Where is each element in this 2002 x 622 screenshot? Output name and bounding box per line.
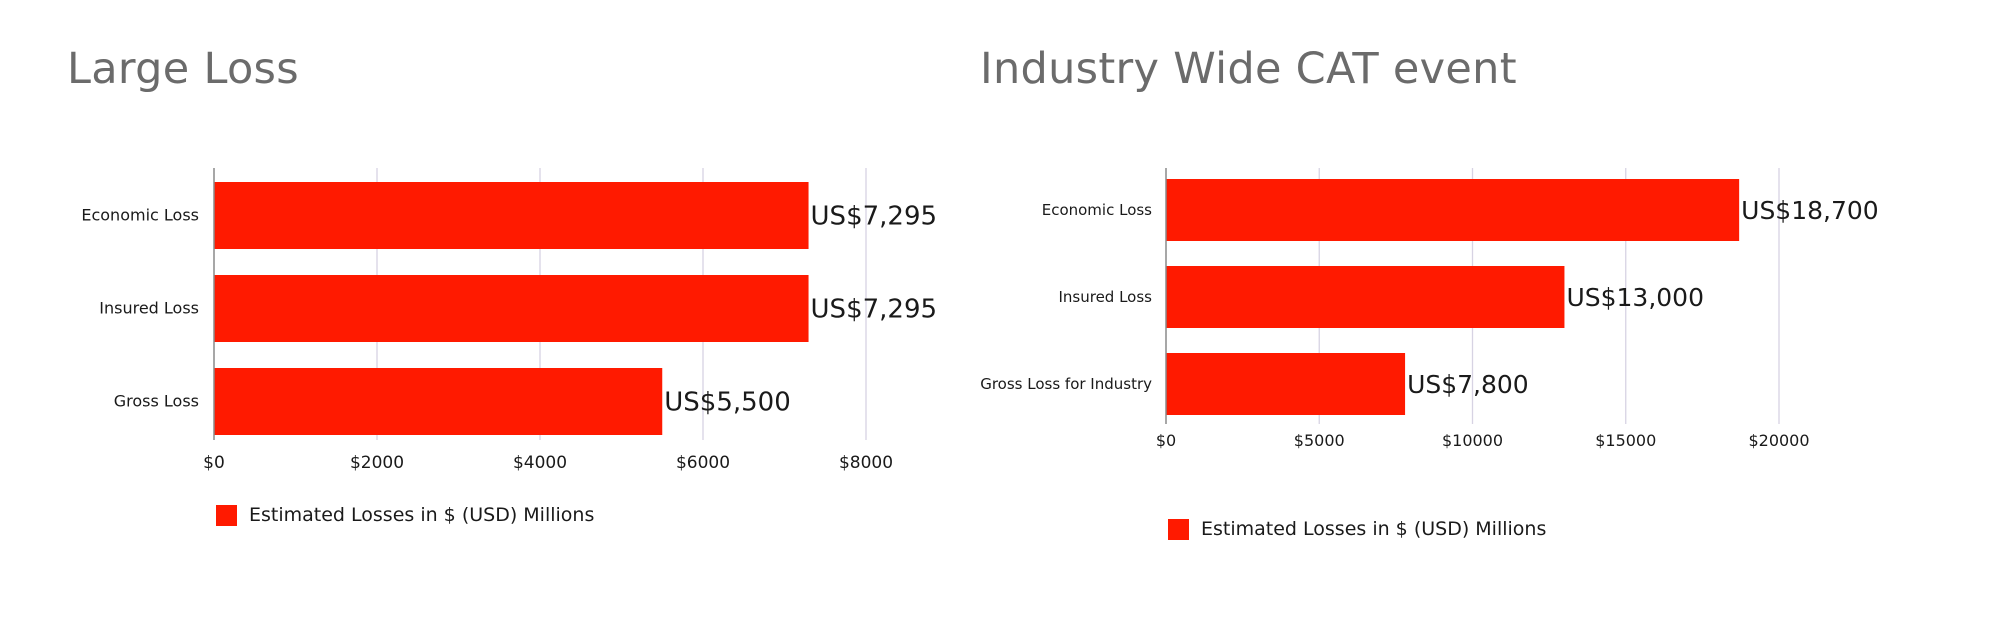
chart-panel-industry-cat: Industry Wide CAT event $0 $5000 $10000 $15… — [980, 0, 2002, 622]
bar — [214, 368, 663, 435]
legend-swatch — [1168, 518, 1189, 540]
x-tick-label: $8000 — [839, 453, 893, 473]
x-tick-label: $0 — [203, 453, 225, 473]
x-tick-label: $2000 — [350, 453, 404, 473]
x-tick-label: $0 — [1156, 431, 1176, 450]
data-label: US$7,295 — [811, 202, 938, 232]
bar — [1166, 353, 1406, 415]
data-label: US$5,500 — [664, 388, 791, 418]
bar — [214, 182, 809, 249]
data-label: US$13,000 — [1566, 283, 1704, 312]
x-tick-label: $20000 — [1748, 431, 1809, 450]
category-label: Gross Loss for Industry — [980, 375, 1152, 393]
x-tick-label: $5000 — [1294, 431, 1345, 450]
x-tick-label: $4000 — [513, 453, 567, 473]
legend-swatch — [216, 504, 237, 526]
chart-title: Industry Wide CAT event — [980, 44, 1517, 94]
category-label: Gross Loss — [114, 392, 199, 411]
chart-legend: Estimated Losses in $ (USD) Millions — [216, 504, 594, 526]
bar — [1166, 179, 1740, 241]
category-label: Economic Loss — [1042, 201, 1152, 219]
bar-chart-large-loss: $0 $2000 $4000 $6000 $8000 Economic Loss US$7,… — [81, 168, 938, 473]
chart-legend: Estimated Losses in $ (USD) Millions — [1168, 518, 1546, 540]
x-tick-label: $10000 — [1442, 431, 1503, 450]
bar-chart-industry-cat: $0 $5000 $10000 $15000 $20000 Economic Loss US… — [980, 168, 1879, 450]
category-label: Insured Loss — [99, 299, 199, 318]
chart-panel-large-loss: Large Loss $0 $2000 $4000 $6000 $8000 Economi… — [0, 0, 980, 622]
bar — [214, 275, 809, 342]
x-tick-label: $6000 — [676, 453, 730, 473]
data-label: US$7,800 — [1407, 370, 1529, 399]
category-label: Economic Loss — [81, 206, 199, 225]
legend-label: Estimated Losses in $ (USD) Millions — [249, 504, 595, 526]
legend-label: Estimated Losses in $ (USD) Millions — [1201, 518, 1547, 540]
chart-title: Large Loss — [67, 44, 299, 94]
x-tick-label: $15000 — [1595, 431, 1656, 450]
bar — [1166, 266, 1565, 328]
data-label: US$7,295 — [811, 295, 938, 325]
category-label: Insured Loss — [1058, 288, 1152, 306]
data-label: US$18,700 — [1741, 196, 1879, 225]
